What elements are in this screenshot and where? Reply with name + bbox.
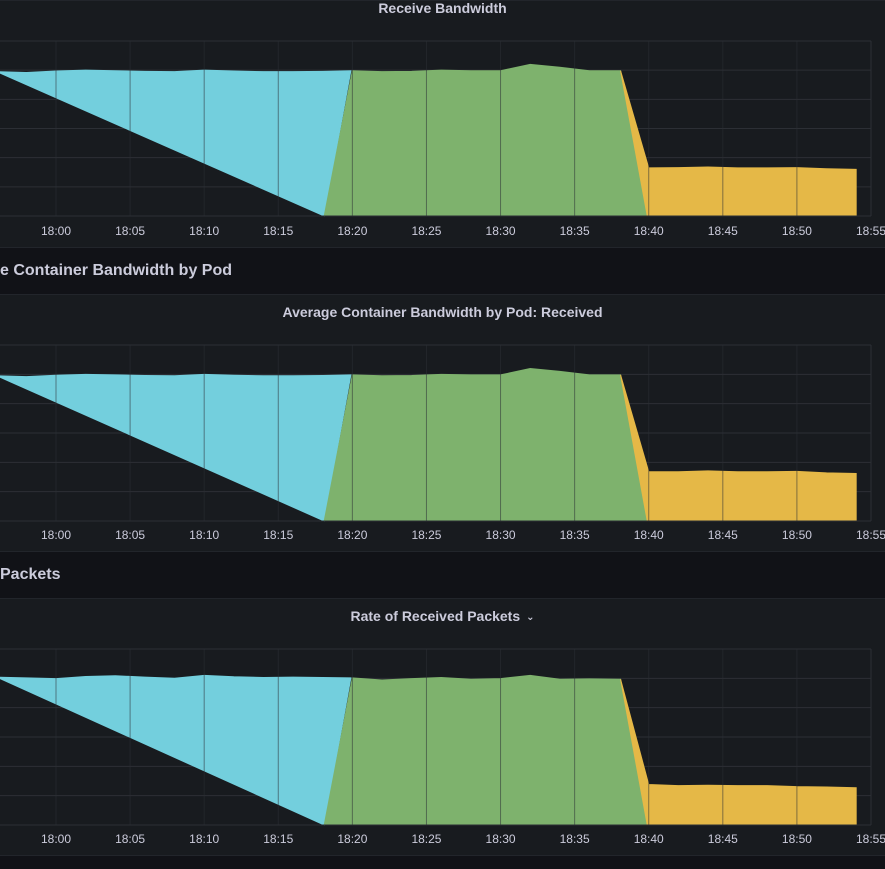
x-tick-label: 18:20 [337,832,367,846]
area-series-c [620,374,857,522]
chart: 18:00 18:05 18:10 18:15 18:20 18:25 18:30 18:35… [0,40,885,238]
panel-title-text[interactable]: Average Container Bandwidth by Pod: Rece… [282,304,603,320]
x-tick-label: 18:05 [115,224,145,238]
x-tick-label: 18:40 [634,832,664,846]
x-tick-label: 18:00 [41,832,71,846]
x-tick-label: 18:25 [411,528,441,542]
x-tick-label: 18:50 [782,832,812,846]
average-container-bandwidth-panel: Average Container Bandwidth by Pod: Rece… [0,294,885,552]
area-series-c [620,679,857,826]
panel-title[interactable]: Average Container Bandwidth by Pod: Rece… [0,305,885,319]
area-series-b [323,367,648,522]
x-tick-label: 18:20 [337,224,367,238]
x-tick-label: 18:45 [708,832,738,846]
row-header[interactable]: e Container Bandwidth by Pod [0,248,232,294]
x-tick-label: 18:20 [337,528,367,542]
x-tick-label: 18:10 [189,528,219,542]
panel-title[interactable]: Receive Bandwidth [0,1,885,15]
row-title[interactable]: Packets [0,566,61,583]
area-series-a [0,674,352,826]
x-tick-label: 18:55 [856,528,885,542]
x-tick-label: 18:55 [856,224,885,238]
x-tick-label: 18:50 [782,224,812,238]
row-header[interactable]: Packets [0,552,61,598]
x-tick-label: 18:05 [115,528,145,542]
x-tick-label: 18:15 [263,224,293,238]
rate-of-received-packets-panel: Rate of Received Packets ⌄ 18:00 18:05 18:1… [0,598,885,856]
x-tick-label: 18:10 [189,224,219,238]
x-tick-label: 18:00 [41,224,71,238]
x-tick-label: 18:45 [708,528,738,542]
x-tick-label: 18:00 [41,528,71,542]
x-tick-label: 18:30 [486,224,516,238]
area-series-a [0,373,352,522]
chevron-down-icon[interactable]: ⌄ [526,612,535,623]
x-tick-label: 18:15 [263,528,293,542]
row-title[interactable]: e Container Bandwidth by Pod [0,262,233,279]
x-tick-label: 18:15 [263,832,293,846]
x-tick-label: 18:30 [486,528,516,542]
x-tick-label: 18:10 [189,832,219,846]
x-tick-label: 18:05 [115,832,145,846]
x-tick-label: 18:40 [634,528,664,542]
x-tick-label: 18:45 [708,224,738,238]
x-tick-label: 18:40 [634,224,664,238]
x-tick-label: 18:30 [486,832,516,846]
area-series-b [323,63,648,217]
panel-title-text[interactable]: Receive Bandwidth [378,0,507,16]
panel-title-text[interactable]: Rate of Received Packets [350,608,521,624]
area-series-a [0,69,352,217]
x-tick-label: 18:25 [411,832,441,846]
area-series-c [620,70,857,217]
x-tick-label: 18:35 [560,832,590,846]
area-series-b [323,674,648,826]
x-tick-label: 18:55 [856,832,885,846]
chart: 18:00 18:05 18:10 18:15 18:20 18:25 18:30 18:35… [0,344,885,542]
x-tick-label: 18:35 [560,224,590,238]
x-tick-label: 18:35 [560,528,590,542]
x-tick-label: 18:25 [411,224,441,238]
receive-bandwidth-panel: Receive Bandwidth 18:00 18:05 18:10 18:15 18… [0,0,885,248]
x-tick-label: 18:50 [782,528,812,542]
chart: 18:00 18:05 18:10 18:15 18:20 18:25 18:30 18:35… [0,648,885,846]
panel-title[interactable]: Rate of Received Packets ⌄ [0,609,885,626]
